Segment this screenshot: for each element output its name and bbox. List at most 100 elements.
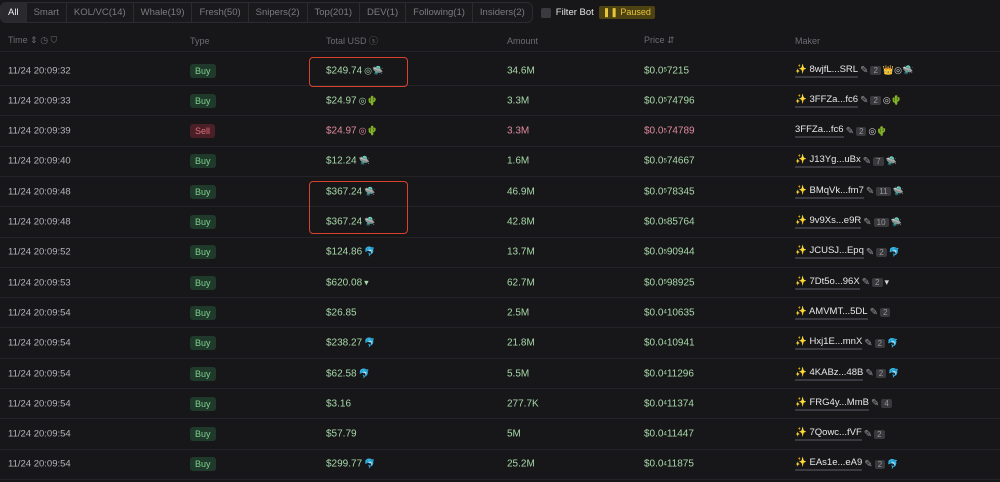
type-badge: Buy <box>190 275 216 290</box>
table-row[interactable]: 11/24 20:09:54 Buy $238.27 🐬 21.8M $0.0 4 1… <box>0 329 1000 359</box>
count-badge: 2 <box>870 96 881 106</box>
maker-address[interactable]: ✨ AMVMT...5DL <box>795 306 868 320</box>
price: $0.0 4 11374 <box>644 398 694 410</box>
trade-time: 11/24 20:09:54 <box>8 368 71 379</box>
price: $0.0 5 7215 <box>644 65 690 76</box>
amount: 1.6M <box>507 155 530 167</box>
edit-icon[interactable]: ✎ <box>863 428 873 440</box>
edit-icon[interactable]: ✎ <box>864 337 873 349</box>
maker-address[interactable]: ✨ 9v9Xs...e9R <box>795 215 862 229</box>
amount: 62.7M <box>507 277 535 289</box>
sparkle-icon: ✨ <box>795 305 807 317</box>
maker-address[interactable]: ✨ 7Qowc...fVF <box>795 427 862 442</box>
tag-icon: 🐬 <box>887 337 899 348</box>
table-row[interactable]: 11/24 20:09:52 Buy $124.86 🐬 13.7M $0.0 5 9… <box>0 238 1000 268</box>
amount: 34.6M <box>507 65 535 76</box>
sparkle-icon: ✨ <box>795 245 807 257</box>
table-row[interactable]: 11/24 20:09:54 Buy $26.85 2.5M $0.0 4 1063… <box>0 298 1000 329</box>
type-badge: Buy <box>190 184 216 199</box>
maker-address[interactable]: ✨ 8wjfL...SRL <box>795 64 859 78</box>
table-row[interactable]: 11/24 20:09:48 Buy $367.24 🛸 46.9M $0.0 5 7… <box>0 177 1000 208</box>
tab-7[interactable]: DEV(1) <box>360 3 407 22</box>
edit-icon[interactable]: ✎ <box>845 125 854 137</box>
maker-address[interactable]: ✨ J13Yg...uBx <box>795 154 861 169</box>
edit-icon[interactable]: ✎ <box>860 65 869 76</box>
tab-6[interactable]: Top(201) <box>308 3 360 22</box>
amount: 21.8M <box>507 337 535 349</box>
table-row[interactable]: 11/24 20:09:39 Sell $24.97 ◎🌵 3.3M $0.0 5 7… <box>0 117 1000 147</box>
filter-bot-checkbox[interactable] <box>540 7 551 18</box>
maker-address[interactable]: ✨ 3FFZa...fc6 <box>795 94 859 108</box>
sparkle-icon: ✨ <box>795 154 807 166</box>
tab-1[interactable]: Smart <box>27 3 67 22</box>
edit-icon[interactable]: ✎ <box>861 277 871 289</box>
header-time[interactable]: Time ⇕ ◷ ⛉ <box>8 35 58 45</box>
count-badge: 4 <box>881 399 892 409</box>
tag-icon: 🐬 <box>887 458 899 469</box>
maker-address[interactable]: ✨ Hxj1E...mnX <box>795 336 863 351</box>
table-row[interactable]: 11/24 20:09:54 Buy $57.79 5M $0.0 4 11447 … <box>0 420 1000 450</box>
tag-icon: 🛸 <box>890 216 902 227</box>
filter-bot-label: Filter Bot <box>555 7 594 18</box>
tab-5[interactable]: Snipers(2) <box>249 3 308 22</box>
trade-time: 11/24 20:09:33 <box>8 95 71 107</box>
tab-4[interactable]: Fresh(50) <box>192 3 249 22</box>
tag-icon: 🐬 <box>888 368 900 378</box>
tab-9[interactable]: Insiders(2) <box>479 7 525 18</box>
tab-0[interactable]: All <box>1 3 27 22</box>
highlight-box <box>309 181 408 234</box>
edit-icon[interactable]: ✎ <box>863 216 872 228</box>
trade-time: 11/24 20:09:54 <box>8 337 71 349</box>
table-row[interactable]: 11/24 20:09:40 Buy $12.24 🛸 1.6M $0.0 5 746… <box>0 147 1000 177</box>
maker-address[interactable]: ✨ EAs1e...eA9 <box>795 457 863 472</box>
tag-icon: 🐬 <box>364 337 376 348</box>
maker-address[interactable]: ✨ BMqVk...fm7 <box>795 185 864 199</box>
count-badge: 2 <box>855 126 867 136</box>
total-usd: $24.97 <box>326 95 357 107</box>
tag-icon: 🐬 <box>888 246 900 257</box>
maker-address[interactable]: ✨ JCUSJ...Epq <box>795 245 864 260</box>
edit-icon[interactable]: ✎ <box>864 458 873 470</box>
price: $0.0 4 10635 <box>644 307 695 319</box>
table-row[interactable]: 11/24 20:09:54 Buy $3.16 277.7K $0.0 4 113… <box>0 389 1000 420</box>
edit-icon[interactable]: ✎ <box>870 398 880 410</box>
table-row[interactable]: 11/24 20:09:33 Buy $24.97 ◎🌵 3.3M $0.0 5 74… <box>0 86 1000 117</box>
price: $0.0 4 11875 <box>644 458 694 470</box>
table-row[interactable]: 11/24 20:09:54 Buy $299.77 🐬 25.2M $0.0 4 1… <box>0 450 1000 480</box>
header-price[interactable]: Price ⇵ <box>644 35 675 45</box>
table-row[interactable]: 11/24 20:09:53 Buy $620.08 ▾ 62.7M $0.0 5 9… <box>0 268 1000 299</box>
edit-icon[interactable]: ✎ <box>869 307 878 319</box>
tab-3[interactable]: Whale(19) <box>134 3 193 22</box>
table-row[interactable]: 11/24 20:09:54 Buy $62.58 🐬 5.5M $0.0 4 112… <box>0 359 1000 389</box>
maker-address[interactable]: ✨ 7Dt5o...96X <box>795 276 860 290</box>
edit-icon[interactable]: ✎ <box>862 155 872 167</box>
maker-address[interactable]: ✨ 4KABz...48B <box>795 367 864 381</box>
trade-time: 11/24 20:09:52 <box>8 246 71 258</box>
total-usd: $12.24 <box>326 155 357 167</box>
header-total-usd[interactable]: Total USD ⓢ <box>326 36 379 46</box>
tab-8[interactable]: Following(1) <box>406 3 473 22</box>
edit-icon[interactable]: ✎ <box>865 368 874 379</box>
highlight-box <box>309 57 408 87</box>
table-row[interactable]: 11/24 20:09:32 Buy $249.74 ◎🛸 34.6M $0.0 5… <box>0 56 1000 86</box>
total-usd: $620.08 <box>326 277 363 289</box>
tag-icon: 🐬 <box>364 246 376 257</box>
table-row[interactable]: 11/24 20:09:48 Buy $367.24 🛸 42.8M $0.0 5 8… <box>0 208 1000 238</box>
paused-badge[interactable]: ❚❚ Paused <box>598 6 655 19</box>
count-badge: 2 <box>874 338 886 348</box>
tab-2[interactable]: KOL/VC(14) <box>67 3 134 22</box>
edit-icon[interactable]: ✎ <box>865 246 875 258</box>
edit-icon[interactable]: ✎ <box>865 186 875 198</box>
total-usd: $299.77 <box>326 458 363 470</box>
maker-address[interactable]: 3FFZa...fc6 <box>795 124 844 139</box>
amount: 42.8M <box>507 216 535 228</box>
total-usd: $3.16 <box>326 398 352 410</box>
maker-address[interactable]: ✨ FRG4y...MmB <box>795 397 869 411</box>
filter-tabs: All Smart KOL/VC(14) Whale(19) Fresh(50) Snip… <box>0 2 533 23</box>
filter-bot[interactable]: Filter Bot ❚❚ Paused <box>540 6 655 19</box>
price: $0.0 5 78345 <box>644 186 695 198</box>
type-badge: Buy <box>190 63 216 78</box>
total-usd: $249.74 <box>326 65 363 76</box>
edit-icon[interactable]: ✎ <box>860 95 869 107</box>
price: $0.0 5 74667 <box>644 155 695 167</box>
